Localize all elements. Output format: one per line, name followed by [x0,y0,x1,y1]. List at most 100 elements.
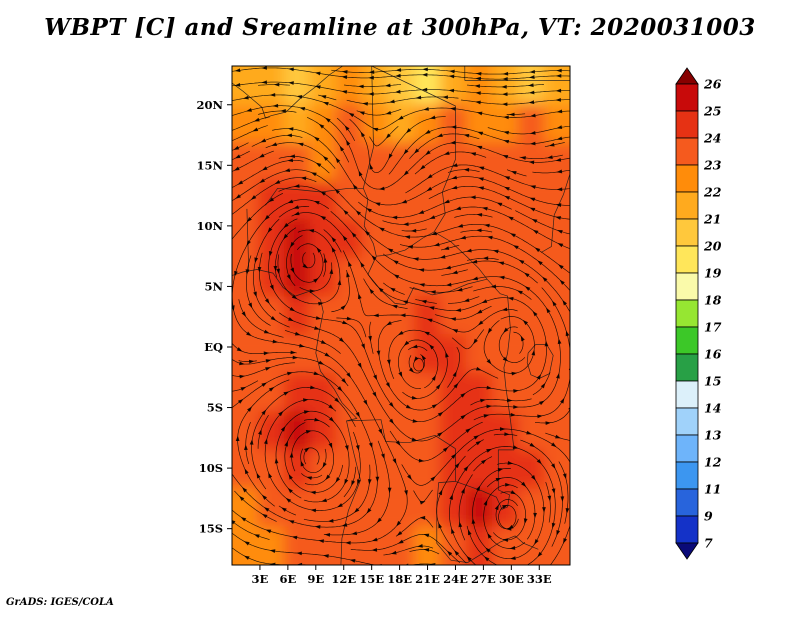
streamline-arrow [267,227,273,233]
streamline-arrow [264,298,270,304]
x-tick-label: 30E [499,572,524,586]
heat-cell [362,142,388,182]
streamline-arrow [369,288,375,294]
heat-cell [258,142,284,182]
streamline-arrow [322,155,329,161]
streamline-arrow [556,169,563,174]
streamline-arrow [300,460,305,467]
streamline-arrow [395,440,401,446]
streamline-arrow [475,485,481,492]
streamline-arrow [289,452,294,458]
streamline-arrow [291,294,298,300]
heat-cell [544,219,570,258]
streamline [382,253,538,284]
streamline [344,84,402,87]
streamline-arrow [528,83,534,88]
streamline-arrow [348,112,355,118]
streamline-arrow [470,195,476,200]
streamline-arrow [244,444,248,450]
x-tick-label: 12E [331,572,356,586]
streamline-arrow [486,404,492,409]
colorbar-segment [675,110,699,139]
streamline-arrow [502,77,508,81]
streamline-arrow [268,387,275,392]
streamline-arrow [314,417,320,422]
heat-cell [310,526,336,565]
streamline-arrow [396,520,402,527]
heat-cell [414,449,440,489]
streamline-arrow [268,197,275,203]
heat-cell [466,334,492,374]
streamline-arrow [233,166,240,171]
streamline-arrow [476,212,483,217]
streamline-arrow [314,326,320,330]
heat-cell [544,449,570,489]
streamline-arrow [474,84,481,89]
streamline-arrow [328,518,334,523]
streamline-arrow [346,271,350,278]
streamline-arrow [368,92,374,96]
streamline-arrow [529,197,536,202]
streamline [454,213,493,218]
streamline [306,117,350,163]
streamline-arrow [502,538,509,543]
streamline-arrow [320,191,326,196]
streamline-arrow [465,428,471,433]
streamline-arrow [368,75,374,80]
streamline-arrow [484,223,490,228]
streamline-arrow [513,245,519,250]
streamline-arrow [503,130,510,135]
streamline-arrow [243,541,250,546]
streamline [291,430,335,486]
streamline-arrow [443,246,450,250]
streamline-arrow [358,84,364,89]
y-tick-label: 15S [199,522,223,536]
streamline [251,134,303,147]
x-tick-label: 21E [415,572,440,586]
streamline [363,278,408,310]
streamline-arrow [534,539,539,545]
streamline-arrow [373,313,379,318]
heat-cell [336,334,362,374]
streamline [451,329,485,350]
streamline [434,305,492,320]
streamline-arrow [445,265,452,270]
heat-cell [258,526,284,565]
streamline-arrow [546,307,551,314]
streamline-arrow [335,477,341,483]
streamline-arrow [536,458,542,465]
streamline-arrow [273,265,278,272]
streamline-arrow [565,330,570,337]
streamline-arrow [419,164,426,170]
heat-cell [284,449,310,489]
streamline-arrow [392,260,399,265]
streamline-arrow [252,127,259,132]
streamline-arrow [445,282,452,287]
streamline-arrow [397,115,404,120]
streamline-arrow [453,382,459,389]
streamline [272,128,570,206]
streamline-arrow [378,287,384,293]
streamline-arrow [487,328,493,334]
y-tick-label: 10S [199,461,223,475]
streamline-arrow [482,206,488,211]
colorbar-label: 16 [704,347,722,362]
streamline-arrow [530,130,536,135]
streamline-arrow [318,123,325,129]
streamline-arrow [471,259,478,264]
streamline-arrow [269,92,276,97]
streamline-arrow [290,267,295,274]
streamline-arrow [475,71,482,76]
streamline-arrow [259,178,265,183]
streamline-arrow [498,261,505,266]
heat-cell [232,219,258,258]
streamline [279,211,561,442]
streamline-arrow [560,397,565,404]
streamline-arrow [235,194,241,199]
streamline-arrow [547,155,553,159]
heat-cell [336,66,362,105]
streamline [377,320,499,411]
streamline [358,196,512,218]
streamline-arrow [481,459,487,465]
streamline-arrow [418,268,425,272]
